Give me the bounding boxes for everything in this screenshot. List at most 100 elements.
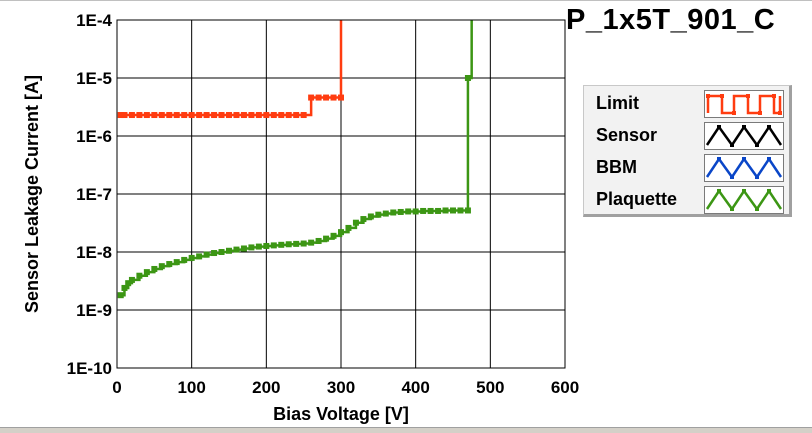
y-tick-label: 1E-5 <box>76 69 112 88</box>
data-point-plaquette <box>375 211 382 218</box>
data-point-limit <box>270 112 277 119</box>
data-point-limit <box>226 112 232 119</box>
data-point-plaquette <box>203 251 210 258</box>
y-tick-label: 1E-8 <box>76 243 112 262</box>
x-tick-label: 0 <box>112 378 121 397</box>
data-point-plaquette <box>173 259 180 266</box>
data-point-limit <box>181 112 188 119</box>
x-tick-label: 200 <box>252 378 280 397</box>
data-point-plaquette <box>338 229 344 236</box>
data-point-plaquette <box>158 263 165 270</box>
data-point-plaquette <box>240 245 247 252</box>
x-tick-label: 600 <box>551 378 579 397</box>
data-point-plaquette <box>457 207 464 214</box>
legend-label: Limit <box>596 93 639 113</box>
data-point-plaquette <box>427 207 434 214</box>
plot-frame <box>116 19 566 369</box>
data-point-limit <box>285 112 292 119</box>
data-point-limit <box>293 112 300 119</box>
data-point-limit <box>255 112 262 119</box>
x-tick-label: 100 <box>177 378 205 397</box>
data-point-plaquette <box>248 244 255 251</box>
data-point-plaquette <box>233 246 240 253</box>
data-point-plaquette <box>226 247 232 254</box>
data-point-limit <box>338 94 344 101</box>
data-point-plaquette <box>360 216 367 223</box>
data-point-limit <box>233 112 240 119</box>
data-point-plaquette <box>128 276 135 283</box>
data-point-limit <box>248 112 255 119</box>
data-point-plaquette <box>143 269 150 276</box>
data-point-plaquette <box>464 75 471 81</box>
data-point-limit <box>323 94 330 101</box>
legend-item-plaquette[interactable]: Plaquette <box>584 185 789 215</box>
data-point-limit <box>300 112 307 119</box>
data-point-plaquette <box>382 210 389 217</box>
data-point-plaquette <box>352 219 359 226</box>
data-point-plaquette <box>278 241 285 248</box>
legend-label: Sensor <box>596 125 658 145</box>
y-tick-label: 1E-6 <box>76 127 112 146</box>
data-point-limit <box>315 94 322 101</box>
data-point-limit <box>196 112 203 119</box>
legend-item-limit[interactable]: Limit <box>584 89 789 119</box>
chart-title: P_1x5T_901_C <box>566 4 776 36</box>
series-layer <box>117 20 473 299</box>
data-point-plaquette <box>345 224 352 231</box>
data-point-plaquette <box>367 213 374 220</box>
data-point-plaquette <box>405 208 412 215</box>
data-point-limit <box>203 112 210 119</box>
data-point-limit <box>211 112 218 119</box>
data-point-plaquette <box>151 265 158 272</box>
data-point-limit <box>117 112 124 119</box>
series-limit <box>117 20 344 119</box>
data-point-plaquette <box>285 241 292 248</box>
data-point-limit <box>240 112 247 119</box>
y-tick-label: 1E-7 <box>76 185 112 204</box>
data-point-plaquette <box>218 249 225 255</box>
data-point-plaquette <box>125 280 132 287</box>
data-point-plaquette <box>136 272 143 279</box>
y-axis-label: Sensor Leakage Current [A] <box>22 75 42 313</box>
data-point-limit <box>128 112 135 119</box>
window-bottom-bar <box>0 427 812 433</box>
data-point-plaquette <box>308 239 315 246</box>
x-axis-label: Bias Voltage [V] <box>273 404 409 424</box>
data-point-limit <box>151 112 158 119</box>
data-point-plaquette <box>412 208 419 215</box>
data-point-limit <box>278 112 285 119</box>
y-tick-label: 1E-4 <box>76 11 112 30</box>
legend-label: Plaquette <box>596 189 678 209</box>
data-point-limit <box>136 112 143 119</box>
data-point-plaquette <box>323 235 330 242</box>
data-point-plaquette <box>255 243 262 250</box>
x-tick-label: 400 <box>401 378 429 397</box>
data-point-plaquette <box>181 256 188 263</box>
data-point-plaquette <box>464 207 471 214</box>
data-point-plaquette <box>390 209 397 216</box>
data-point-plaquette <box>263 242 270 249</box>
legend: Limit Sensor <box>583 85 792 217</box>
data-point-limit <box>330 94 337 101</box>
data-point-limit <box>121 112 128 119</box>
y-tick-label: 1E-9 <box>76 301 112 320</box>
data-point-limit <box>263 112 270 119</box>
data-point-limit <box>188 112 195 119</box>
data-point-plaquette <box>293 240 300 247</box>
data-point-plaquette <box>330 232 337 239</box>
legend-item-bbm[interactable]: BBM <box>584 153 789 183</box>
triangle-wave-icon <box>704 122 784 150</box>
triangle-wave-icon <box>704 154 784 182</box>
data-point-plaquette <box>117 292 124 299</box>
triangle-wave-icon <box>704 186 784 214</box>
data-point-plaquette <box>300 240 307 247</box>
data-point-plaquette <box>315 237 322 244</box>
x-axis: 0 100 200 300 400 500 600 <box>112 378 579 397</box>
legend-label: BBM <box>596 157 637 177</box>
data-point-limit <box>143 112 150 119</box>
data-point-plaquette <box>397 208 404 215</box>
legend-item-sensor[interactable]: Sensor <box>584 121 789 151</box>
data-point-plaquette <box>166 261 173 268</box>
data-point-limit <box>166 112 173 119</box>
